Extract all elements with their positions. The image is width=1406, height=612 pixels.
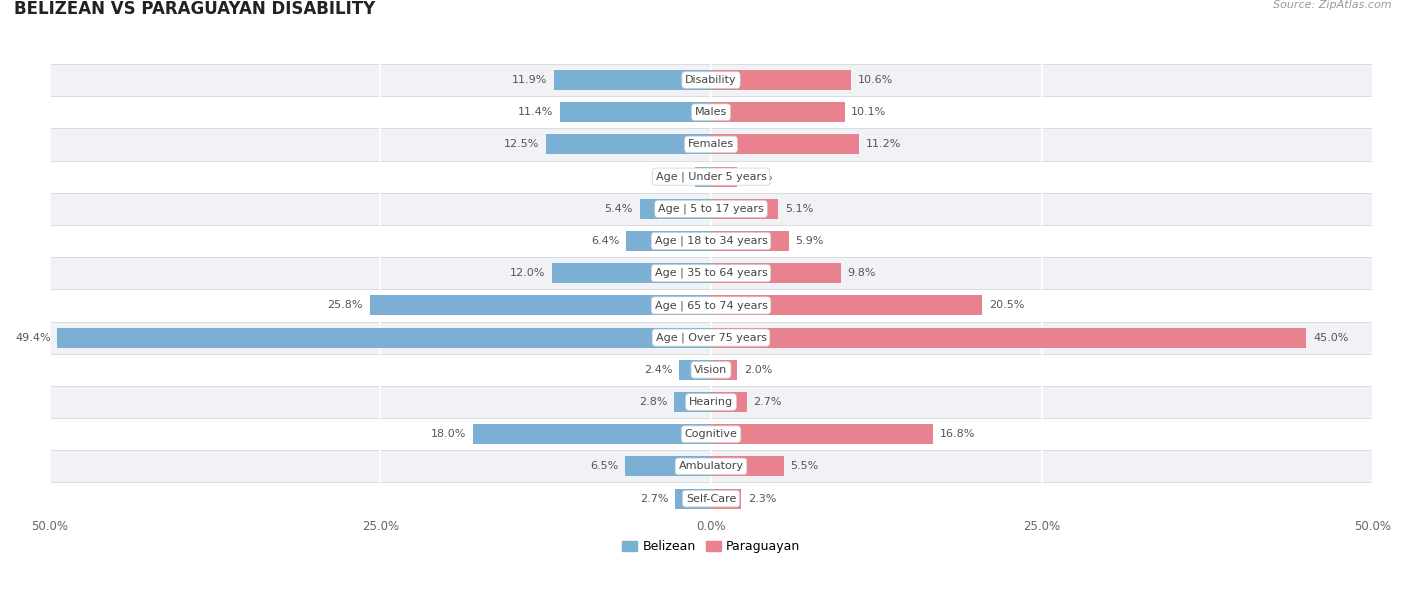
Text: Hearing: Hearing <box>689 397 733 407</box>
Bar <box>711 135 859 154</box>
Text: Age | 65 to 74 years: Age | 65 to 74 years <box>655 300 768 311</box>
Text: 18.0%: 18.0% <box>430 429 467 439</box>
Text: Age | 5 to 17 years: Age | 5 to 17 years <box>658 204 763 214</box>
Bar <box>49 160 1372 193</box>
Text: 20.5%: 20.5% <box>988 300 1024 310</box>
Text: 49.4%: 49.4% <box>15 332 51 343</box>
Bar <box>49 321 1372 354</box>
Bar <box>49 193 1372 225</box>
Text: 5.4%: 5.4% <box>605 204 633 214</box>
Text: 1.2%: 1.2% <box>661 171 689 182</box>
Text: 2.3%: 2.3% <box>748 494 776 504</box>
Bar <box>695 166 711 187</box>
Bar <box>49 418 1372 450</box>
Bar <box>711 488 741 509</box>
Bar <box>49 96 1372 129</box>
Text: 10.6%: 10.6% <box>858 75 893 85</box>
Bar <box>58 327 711 348</box>
Text: 5.5%: 5.5% <box>790 461 818 471</box>
Bar <box>49 386 1372 418</box>
Text: 6.5%: 6.5% <box>591 461 619 471</box>
Text: Age | 18 to 34 years: Age | 18 to 34 years <box>655 236 768 246</box>
Text: 5.9%: 5.9% <box>796 236 824 246</box>
Text: 12.5%: 12.5% <box>503 140 538 149</box>
Legend: Belizean, Paraguayan: Belizean, Paraguayan <box>617 535 804 558</box>
Bar <box>711 166 738 187</box>
Text: Vision: Vision <box>695 365 728 375</box>
Text: Ambulatory: Ambulatory <box>679 461 744 471</box>
Text: Cognitive: Cognitive <box>685 429 738 439</box>
Bar <box>711 360 738 380</box>
Text: 11.2%: 11.2% <box>866 140 901 149</box>
Bar <box>711 392 747 412</box>
Text: 2.0%: 2.0% <box>744 171 772 182</box>
Text: Age | Over 75 years: Age | Over 75 years <box>655 332 766 343</box>
Bar <box>679 360 711 380</box>
Text: 9.8%: 9.8% <box>848 268 876 278</box>
Text: 2.7%: 2.7% <box>754 397 782 407</box>
Text: Males: Males <box>695 107 727 118</box>
Bar <box>711 231 789 251</box>
Bar <box>711 457 783 476</box>
Text: 16.8%: 16.8% <box>939 429 976 439</box>
Text: Age | 35 to 64 years: Age | 35 to 64 years <box>655 268 768 278</box>
Text: BELIZEAN VS PARAGUAYAN DISABILITY: BELIZEAN VS PARAGUAYAN DISABILITY <box>14 0 375 18</box>
Bar <box>553 263 711 283</box>
Bar <box>49 289 1372 321</box>
Bar <box>49 450 1372 482</box>
Bar <box>49 482 1372 515</box>
Bar <box>711 424 934 444</box>
Text: 10.1%: 10.1% <box>851 107 887 118</box>
Text: Source: ZipAtlas.com: Source: ZipAtlas.com <box>1274 0 1392 10</box>
Text: 2.8%: 2.8% <box>638 397 668 407</box>
Bar <box>49 129 1372 160</box>
Text: 2.0%: 2.0% <box>744 365 772 375</box>
Bar <box>49 354 1372 386</box>
Text: 2.7%: 2.7% <box>640 494 669 504</box>
Bar <box>560 102 711 122</box>
Text: 12.0%: 12.0% <box>510 268 546 278</box>
Text: Age | Under 5 years: Age | Under 5 years <box>655 171 766 182</box>
Bar <box>673 392 711 412</box>
Bar <box>711 263 841 283</box>
Bar <box>711 327 1306 348</box>
Text: Females: Females <box>688 140 734 149</box>
Bar <box>546 135 711 154</box>
Bar <box>640 199 711 219</box>
Bar <box>49 257 1372 289</box>
Bar <box>626 231 711 251</box>
Text: 2.4%: 2.4% <box>644 365 672 375</box>
Text: 11.4%: 11.4% <box>519 107 554 118</box>
Bar <box>711 296 983 315</box>
Bar <box>554 70 711 90</box>
Bar <box>49 64 1372 96</box>
Text: 11.9%: 11.9% <box>512 75 547 85</box>
Text: Disability: Disability <box>685 75 737 85</box>
Bar <box>711 199 779 219</box>
Text: 45.0%: 45.0% <box>1313 332 1348 343</box>
Bar <box>49 225 1372 257</box>
Bar <box>370 296 711 315</box>
Bar <box>675 488 711 509</box>
Bar <box>711 102 845 122</box>
Bar <box>711 70 851 90</box>
Bar <box>472 424 711 444</box>
Text: 5.1%: 5.1% <box>785 204 813 214</box>
Text: Self-Care: Self-Care <box>686 494 737 504</box>
Text: 6.4%: 6.4% <box>592 236 620 246</box>
Text: 25.8%: 25.8% <box>328 300 363 310</box>
Bar <box>626 457 711 476</box>
